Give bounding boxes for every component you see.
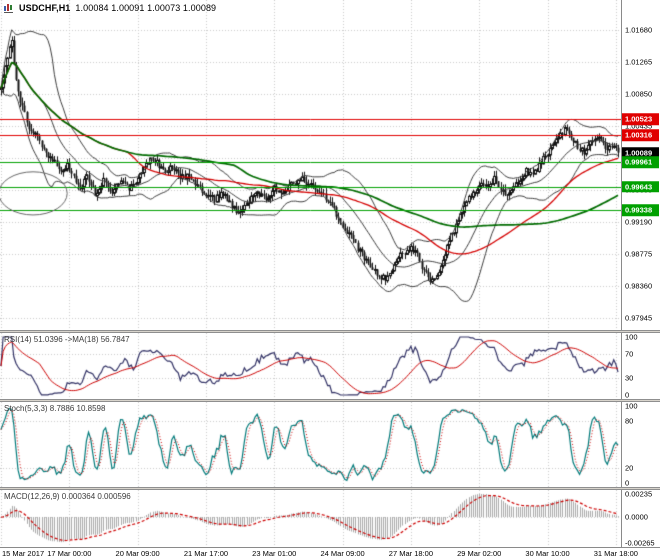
- chart-ohlc-values: 1.00084 1.00091 1.00073 1.00089: [75, 3, 217, 13]
- indicator-axis-label: 80: [625, 416, 634, 426]
- chart-icon: [4, 3, 14, 13]
- indicator-axis-label: 20: [625, 462, 634, 472]
- stochastic-axis[interactable]: 100 80 20 0: [621, 402, 660, 487]
- main-chart-panel: 1.016801.012651.008501.004351.000200.996…: [0, 0, 660, 330]
- price-axis-label: 1.01680: [625, 25, 653, 35]
- indicator-axis-label: 30: [625, 372, 634, 382]
- indicator-axis-label: 0.00235: [625, 489, 653, 499]
- main-price-axis[interactable]: 1.016801.012651.008501.004351.000200.996…: [621, 0, 660, 330]
- price-badge: 0.99643: [622, 181, 659, 193]
- price-axis-label: 1.00850: [625, 89, 653, 99]
- chart-header: USDCHF,H1 1.00084 1.00091 1.00073 1.0008…: [4, 3, 216, 13]
- chart-symbol-label: USDCHF,H1: [19, 3, 71, 13]
- rsi-panel: 100 70 30 0 RSI(14) 51.0396 ->MA(18) 56.784…: [0, 333, 660, 399]
- rsi-indicator-label: RSI(14) 51.0396 ->MA(18) 56.7847: [4, 335, 130, 344]
- indicator-axis-label: 0: [625, 390, 630, 400]
- price-axis-label: 1.01265: [625, 57, 653, 67]
- stochastic-indicator-label: Stoch(5,3,3) 8.7886 10.8598: [4, 404, 106, 413]
- rsi-canvas[interactable]: [0, 333, 621, 399]
- macd-panel: 0.00235 0.0000 -0.00265 MACD(12,26,9) 0.00…: [0, 490, 660, 547]
- time-axis-label: 15 Mar 2017: [2, 549, 45, 558]
- price-badge: 1.00523: [622, 113, 659, 125]
- indicator-axis-label: 70: [625, 349, 634, 359]
- indicator-axis-label: 0.0000: [625, 512, 648, 522]
- price-badge: 1.00316: [622, 129, 659, 141]
- price-badge: 1.00089: [622, 146, 659, 159]
- time-axis[interactable]: 15 Mar 2017 17 Mar 00:00 20 Mar 09:00 21 Ma…: [0, 547, 660, 560]
- time-axis-label: 24 Mar 09:00: [320, 549, 365, 558]
- time-axis-label: 29 Mar 02:00: [457, 549, 502, 558]
- rsi-axis[interactable]: 100 70 30 0: [621, 333, 660, 399]
- macd-canvas[interactable]: [0, 490, 621, 547]
- macd-indicator-label: MACD(12,26,9) 0.000364 0.000596: [4, 492, 131, 501]
- panel-splitter-3[interactable]: [0, 487, 660, 490]
- panel-splitter-1[interactable]: [0, 330, 660, 333]
- stochastic-panel: 100 80 20 0 Stoch(5,3,3) 8.7886 10.8598: [0, 402, 660, 487]
- time-axis-label: 23 Mar 01:00: [252, 549, 297, 558]
- stochastic-canvas[interactable]: [0, 402, 621, 487]
- price-axis-label: 0.98775: [625, 249, 653, 259]
- time-axis-label: 27 Mar 18:00: [388, 549, 434, 558]
- indicator-axis-label: 0: [625, 478, 630, 488]
- price-badge: 0.99961: [622, 156, 659, 169]
- macd-axis[interactable]: 0.00235 0.0000 -0.00265: [621, 490, 660, 547]
- indicator-axis-label: -0.00265: [625, 538, 655, 548]
- main-chart-canvas[interactable]: [0, 0, 621, 330]
- time-axis-label: 20 Mar 09:00: [115, 549, 160, 558]
- panel-splitter-2[interactable]: [0, 399, 660, 402]
- price-badge: 0.99338: [622, 204, 659, 217]
- price-axis-label: 1.00435: [625, 121, 653, 131]
- price-axis-label: 0.98360: [625, 281, 653, 291]
- time-axis-label: 30 Mar 10:00: [525, 549, 570, 558]
- time-axis-label: 17 Mar 00:00: [47, 549, 92, 558]
- indicator-axis-label: 100: [625, 401, 638, 411]
- price-axis-label: 0.97945: [625, 313, 653, 323]
- time-axis-label: 21 Mar 17:00: [183, 549, 229, 558]
- time-axis-label: 31 Mar 18:00: [593, 549, 638, 558]
- price-axis-label: 0.99190: [625, 217, 653, 227]
- indicator-axis-label: 100: [625, 332, 638, 342]
